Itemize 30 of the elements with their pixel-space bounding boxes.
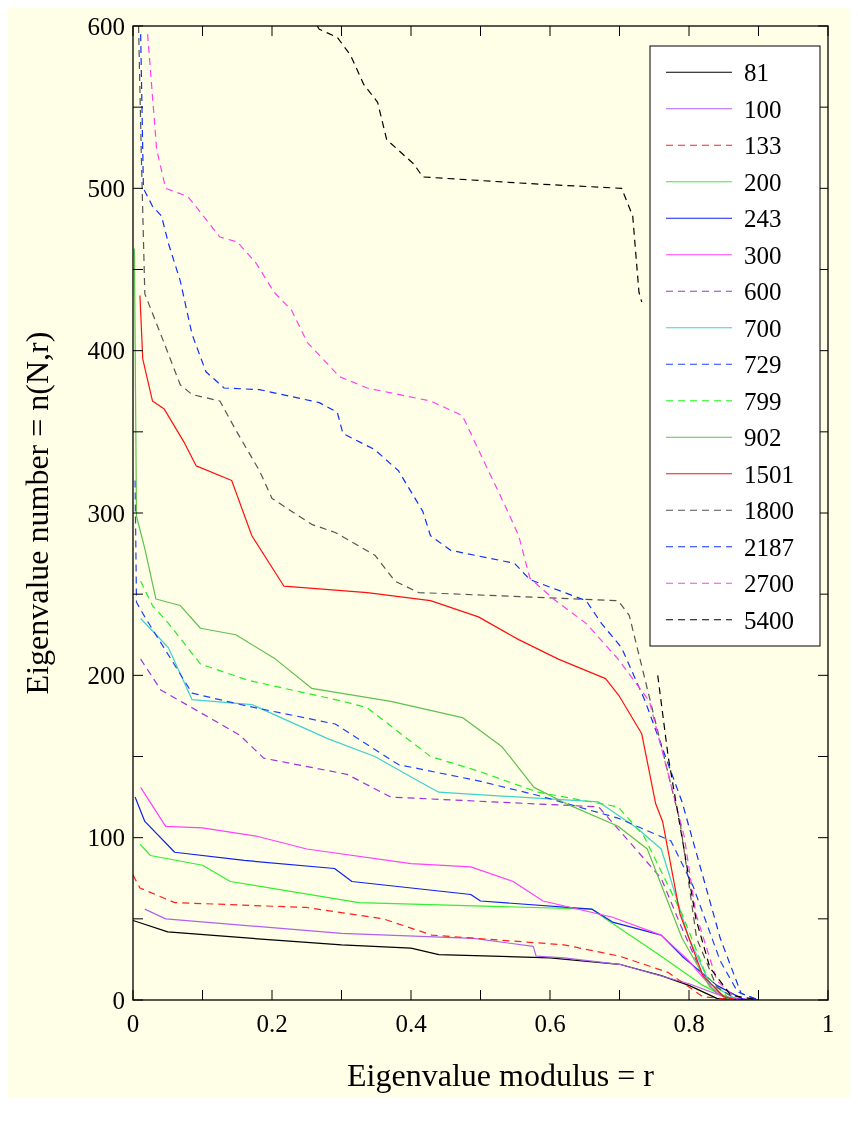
x-tick-label: 0.4 bbox=[395, 1010, 428, 1037]
legend-label: 300 bbox=[744, 241, 782, 269]
legend-label: 700 bbox=[744, 314, 782, 342]
y-tick-label: 200 bbox=[87, 662, 125, 690]
legend-label: 600 bbox=[744, 278, 782, 305]
legend-label: 243 bbox=[744, 205, 782, 232]
x-tick-label: 0.6 bbox=[534, 1010, 566, 1037]
legend-label: 5400 bbox=[744, 606, 794, 634]
x-tick-label: 0.8 bbox=[673, 1010, 705, 1037]
legend-label: 1800 bbox=[744, 497, 794, 524]
y-tick-label: 300 bbox=[87, 499, 125, 527]
x-axis-title: Eigenvalue modulus = r bbox=[347, 1057, 655, 1093]
y-tick-label: 400 bbox=[87, 337, 125, 365]
y-tick-label: 100 bbox=[87, 824, 125, 852]
legend-label: 729 bbox=[744, 351, 782, 378]
legend-label: 133 bbox=[744, 132, 782, 159]
legend-label: 1501 bbox=[744, 460, 794, 488]
legend-label: 81 bbox=[744, 59, 769, 86]
y-tick-label: 0 bbox=[112, 986, 125, 1014]
legend-label: 2187 bbox=[744, 533, 794, 561]
y-tick-label: 500 bbox=[87, 175, 125, 203]
x-tick-label: 0.2 bbox=[256, 1010, 288, 1037]
legend-label: 799 bbox=[744, 387, 782, 415]
legend-label: 2700 bbox=[744, 570, 794, 597]
legend-label: 902 bbox=[744, 424, 782, 451]
legend-label: 200 bbox=[744, 168, 782, 196]
y-axis-title: Eigenvalue number = n(N,r) bbox=[19, 331, 55, 695]
y-tick-label: 600 bbox=[87, 12, 125, 40]
legend-label: 100 bbox=[744, 95, 782, 123]
x-tick-label: 1 bbox=[821, 1010, 835, 1037]
